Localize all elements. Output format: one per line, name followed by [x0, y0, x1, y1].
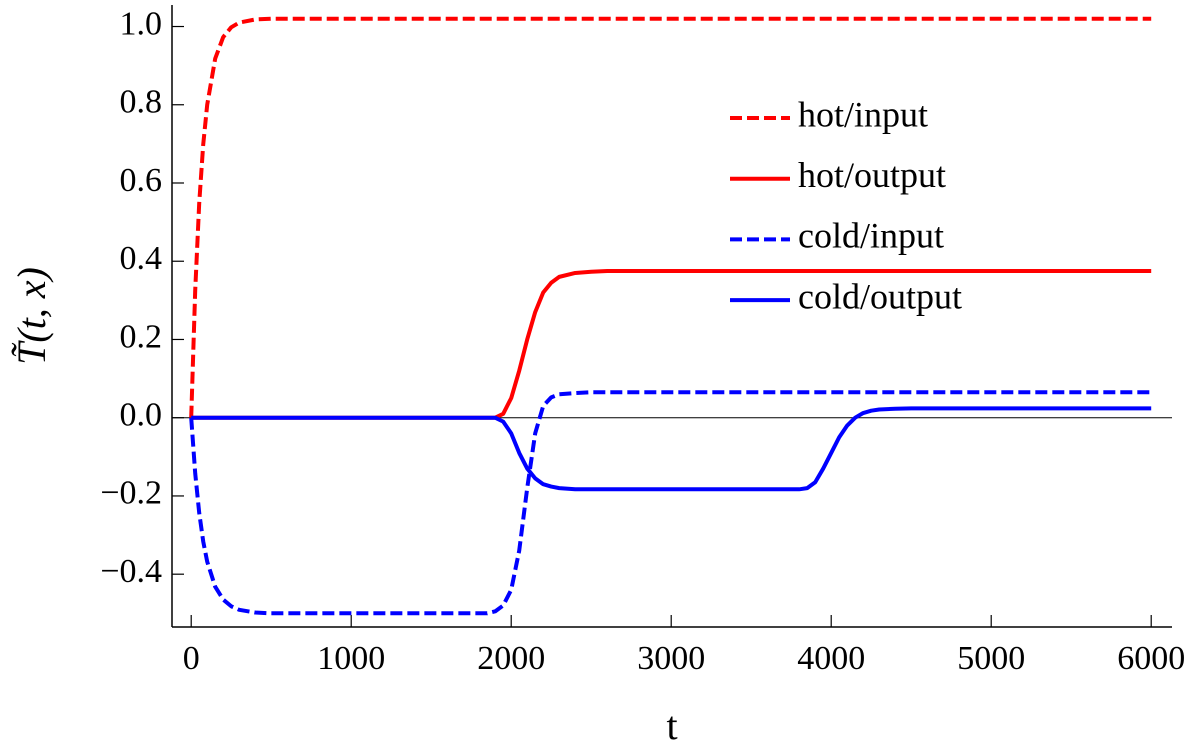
x-tick-label: 2000 [477, 640, 545, 677]
y-tick-label: 1.0 [120, 5, 163, 42]
data-line [189, 390, 1152, 616]
y-tick-label: −0.2 [100, 475, 162, 512]
x-tick-label: 3000 [637, 640, 705, 677]
y-tick-label: 0.2 [120, 318, 163, 355]
legend-label: hot/input [798, 94, 928, 134]
x-tick-label: 6000 [1117, 640, 1185, 677]
y-axis-title: T̃(t, x) [9, 267, 54, 365]
legend-label: cold/input [798, 216, 944, 256]
y-tick-label: 0.8 [120, 84, 163, 121]
legend-label: hot/output [798, 155, 946, 195]
y-tick-label: 0.6 [120, 162, 163, 199]
x-tick-label: 1000 [317, 640, 385, 677]
data-line [189, 16, 1152, 418]
y-tick-label: 0.4 [120, 240, 163, 277]
x-tick-label: 4000 [797, 640, 865, 677]
x-axis-title: t [666, 703, 677, 748]
y-tick-label: 0.0 [120, 397, 163, 434]
y-tick-label: −0.4 [100, 553, 162, 590]
x-tick-label: 5000 [957, 640, 1025, 677]
legend-label: cold/output [798, 276, 962, 316]
data-line [191, 406, 1152, 492]
x-tick-label: 0 [183, 640, 200, 677]
data-line [191, 269, 1152, 420]
